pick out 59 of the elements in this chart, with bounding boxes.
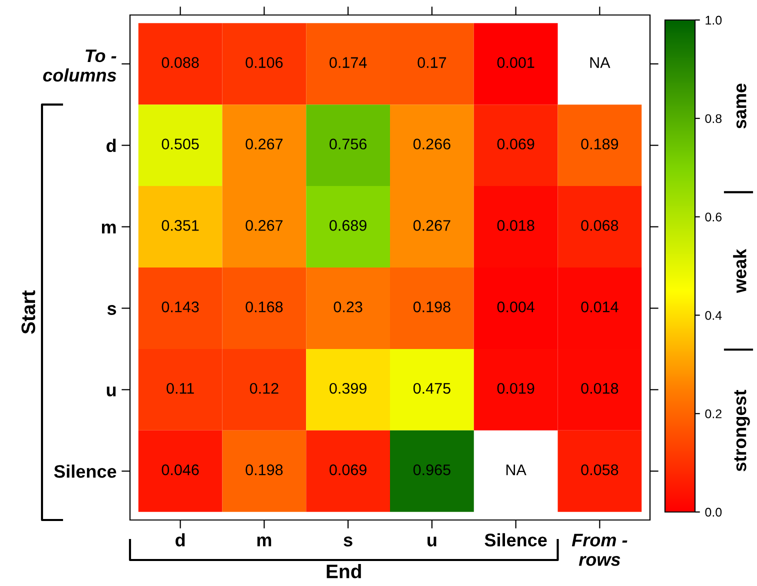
x-tick-label: m [257, 536, 272, 546]
x-tick-label: From - rows [572, 534, 628, 566]
data-label: 0.198 [246, 464, 283, 476]
color-bar-label: 0.4 [705, 311, 722, 320]
y-tick-label: To - columns [43, 50, 116, 82]
data-label: 0.17 [418, 57, 446, 68]
data-label: 0.965 [413, 464, 450, 476]
text: NA [590, 57, 610, 68]
text: same [736, 84, 746, 129]
color-bar-label: 0.2 [705, 409, 722, 418]
x-tick-label: u [428, 536, 436, 546]
y-tick-label: s [107, 305, 116, 315]
data-label: 0.505 [162, 138, 199, 150]
y-tick-label: d [106, 138, 116, 152]
data-label: 0.106 [246, 57, 283, 68]
x-tick-label: Silence [484, 533, 547, 546]
data-label: 0.399 [330, 382, 366, 394]
data-label: 0.475 [413, 382, 450, 394]
data-label: 0.143 [162, 302, 199, 312]
y-axis-title: Start [21, 290, 36, 334]
data-label: 0.069 [497, 138, 534, 150]
color-bar-label: 0.6 [705, 212, 722, 222]
data-label: 0.069 [330, 464, 366, 476]
data-label: 0.174 [330, 57, 367, 68]
text: strongest [734, 390, 750, 472]
data-label: 0.046 [162, 464, 199, 476]
y-tick-label: m [102, 224, 116, 234]
data-label: 0.12 [250, 382, 278, 394]
data-label: 0.001 [497, 57, 534, 68]
y-tick-label: u [106, 386, 116, 396]
x-tick-label: s [344, 536, 352, 546]
data-label: 0.189 [581, 138, 618, 150]
data-label: 0.266 [413, 138, 450, 150]
data-label: 0.756 [330, 138, 367, 150]
color-bar-label: 1.0 [706, 16, 722, 25]
text: NA [506, 464, 526, 476]
data-label: 0.088 [162, 57, 199, 68]
y-tick-label: Silence [54, 464, 116, 478]
color-bar-label: 0.0 [705, 508, 722, 517]
data-label: 0.23 [334, 302, 362, 312]
data-label: 0.689 [330, 220, 366, 231]
data-label: 0.058 [581, 464, 618, 476]
data-label: 0.351 [162, 220, 199, 231]
data-label: 0.004 [497, 302, 534, 312]
data-label: 0.014 [581, 302, 618, 312]
data-label: 0.267 [246, 138, 283, 150]
data-label: 0.168 [246, 302, 283, 312]
color-bar-label: 0.8 [705, 114, 722, 124]
x-tick-label: d [176, 533, 185, 546]
data-label: 0.019 [497, 382, 534, 394]
data-label: 0.018 [581, 382, 618, 394]
data-label: 0.018 [497, 220, 534, 231]
data-label: 0.267 [413, 220, 450, 231]
data-label: 0.267 [246, 220, 283, 231]
x-axis-title: End [326, 564, 361, 578]
data-label: 0.11 [166, 382, 194, 394]
text: weak [733, 248, 746, 294]
data-label: 0.068 [581, 220, 618, 231]
data-label: 0.198 [413, 302, 450, 312]
